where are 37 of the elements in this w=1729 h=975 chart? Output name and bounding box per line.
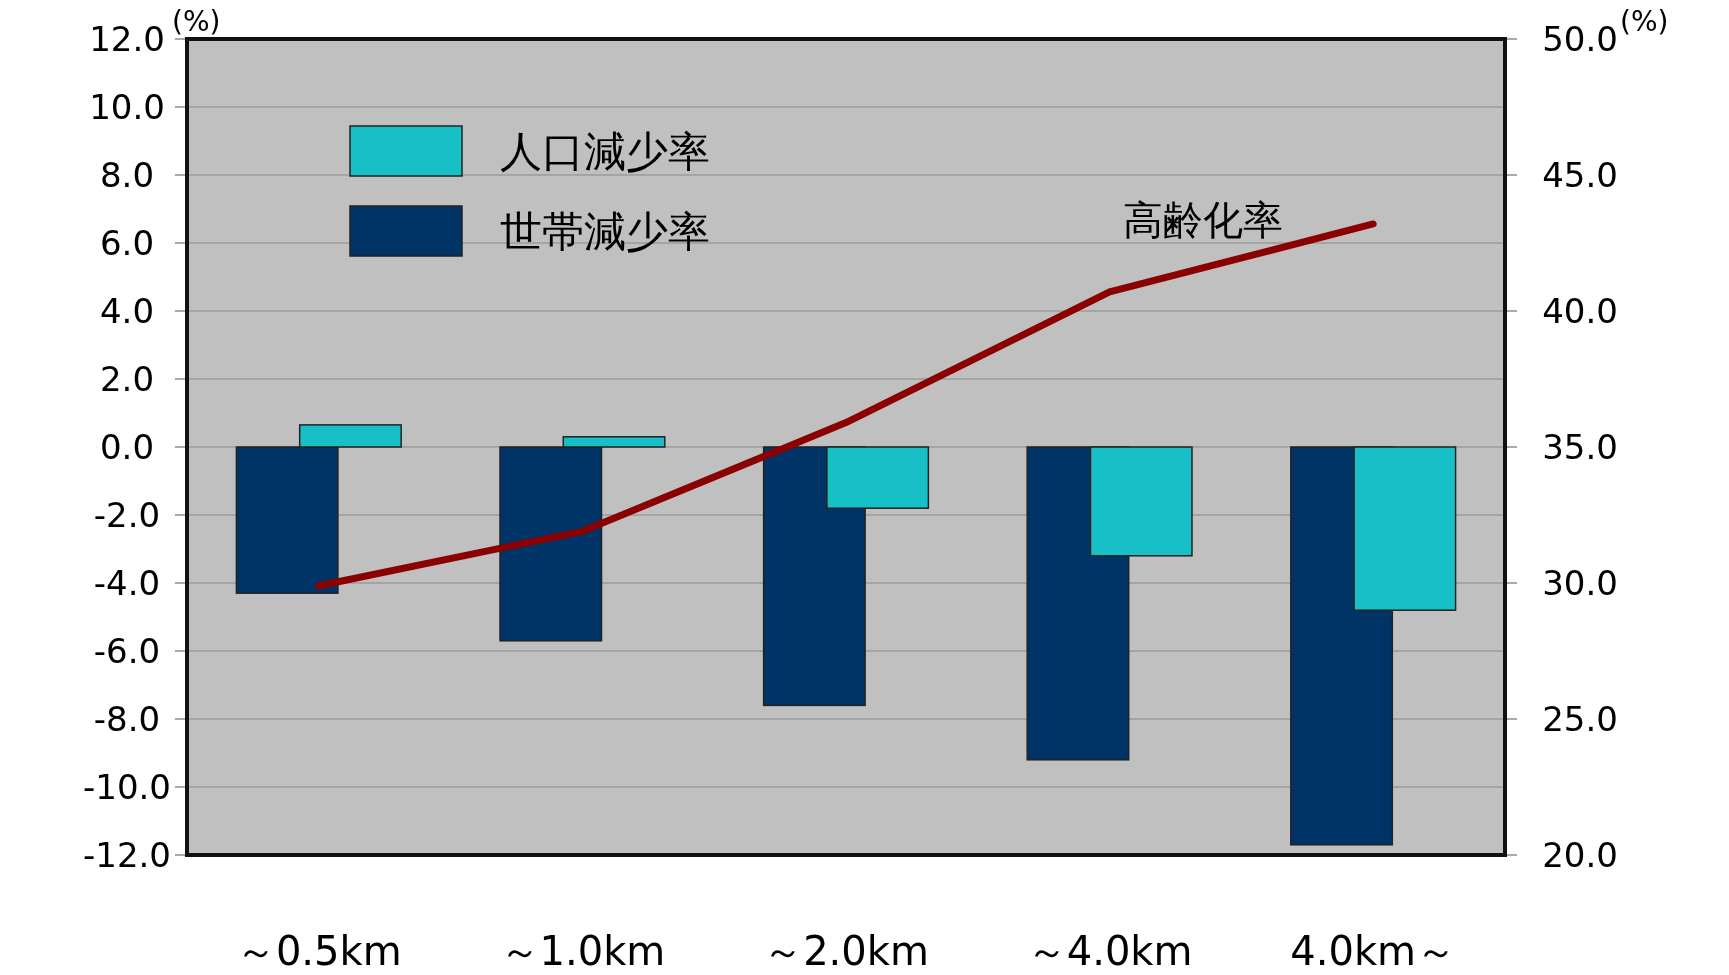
bar <box>1089 446 1193 557</box>
x-tick-label: ～2.0km <box>763 928 929 974</box>
y2-tick-label: 35.0 <box>1542 427 1618 467</box>
y-tick-label: 10.0 <box>89 87 165 127</box>
x-tick-label: ～4.0km <box>1026 928 1193 974</box>
x-tick-label: ～0.5km <box>235 928 402 974</box>
y-tick-label: 6.0 <box>99 223 155 263</box>
y2-tick-label: 40.0 <box>1542 291 1618 331</box>
y-tick-label: -2.0 <box>93 495 161 535</box>
y-tick-label: 8.0 <box>99 155 155 195</box>
y-tick-label: -12.0 <box>83 835 171 875</box>
y-tick-label: -10.0 <box>83 767 171 807</box>
x-tick-label: 4.0km～ <box>1290 928 1457 974</box>
y2-tick-label: 30.0 <box>1542 563 1618 603</box>
y-tick-label: -8.0 <box>93 699 161 739</box>
y-tick-label: 2.0 <box>99 359 155 399</box>
series-label: 高齢化率 <box>1123 196 1284 243</box>
y-tick-label: 4.0 <box>99 291 155 331</box>
legend-label: 人口減少率 <box>500 127 710 176</box>
y2-axis-title: (%) <box>1620 5 1669 38</box>
x-tick-label: ～1.0km <box>499 928 666 974</box>
bar <box>298 424 402 448</box>
bar <box>562 436 666 448</box>
bar <box>235 446 339 594</box>
bar <box>1353 446 1457 611</box>
bar <box>499 446 603 642</box>
y-tick-label: 0.0 <box>99 427 155 467</box>
y2-tick-label: 50.0 <box>1542 19 1618 59</box>
y-tick-label: -4.0 <box>93 563 161 603</box>
y2-tick-label: 25.0 <box>1542 699 1618 739</box>
y-axis-title: (%) <box>172 5 221 38</box>
bar <box>826 446 930 509</box>
y-tick-label: 12.0 <box>89 19 165 59</box>
y2-tick-label: 20.0 <box>1542 835 1618 875</box>
y-tick-label: -6.0 <box>93 631 161 671</box>
legend-label: 世帯減少率 <box>500 207 710 256</box>
y2-tick-label: 45.0 <box>1542 155 1618 195</box>
